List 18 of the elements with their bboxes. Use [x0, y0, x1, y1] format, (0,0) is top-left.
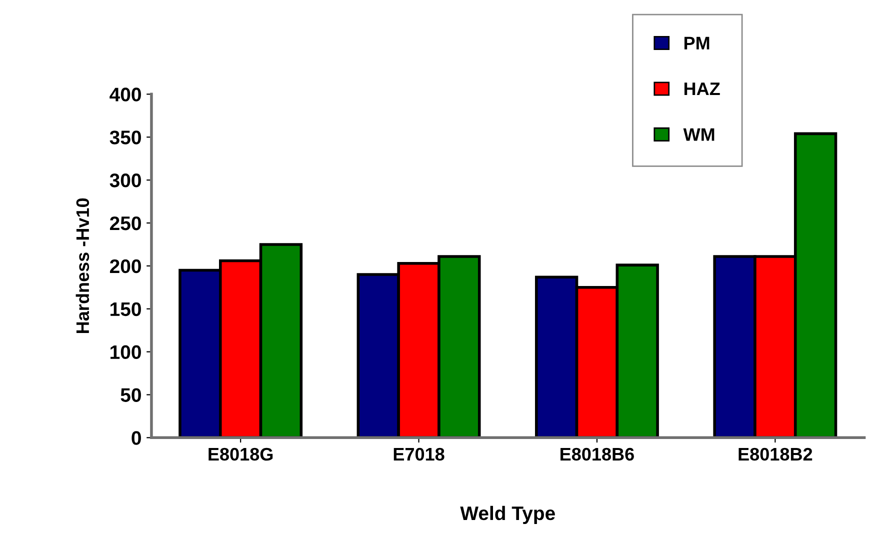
x-axis-title: Weld Type: [460, 506, 555, 524]
y-tick-label: 50: [120, 388, 141, 402]
x-tick-label: E8018B6: [560, 448, 634, 461]
legend-label: PM: [684, 36, 710, 50]
y-axis-title: Hardness -Hv10: [76, 198, 90, 333]
x-tick-label: E8018B2: [738, 448, 812, 461]
y-tick-label: 200: [110, 259, 141, 274]
y-tick-label: 100: [110, 345, 141, 360]
y-tick-label: 350: [110, 130, 141, 144]
y-tick-label: 400: [110, 88, 141, 102]
y-tick-label: 300: [110, 174, 141, 188]
y-tick-label: 0: [132, 431, 141, 445]
x-tick-label: E8018G: [208, 448, 273, 461]
legend-label: HAZ: [684, 82, 720, 96]
x-tick-label: E7018: [394, 448, 444, 461]
y-tick-label: 150: [110, 302, 141, 316]
y-tick-label: 250: [110, 216, 141, 230]
legend-label: WM: [683, 128, 714, 141]
